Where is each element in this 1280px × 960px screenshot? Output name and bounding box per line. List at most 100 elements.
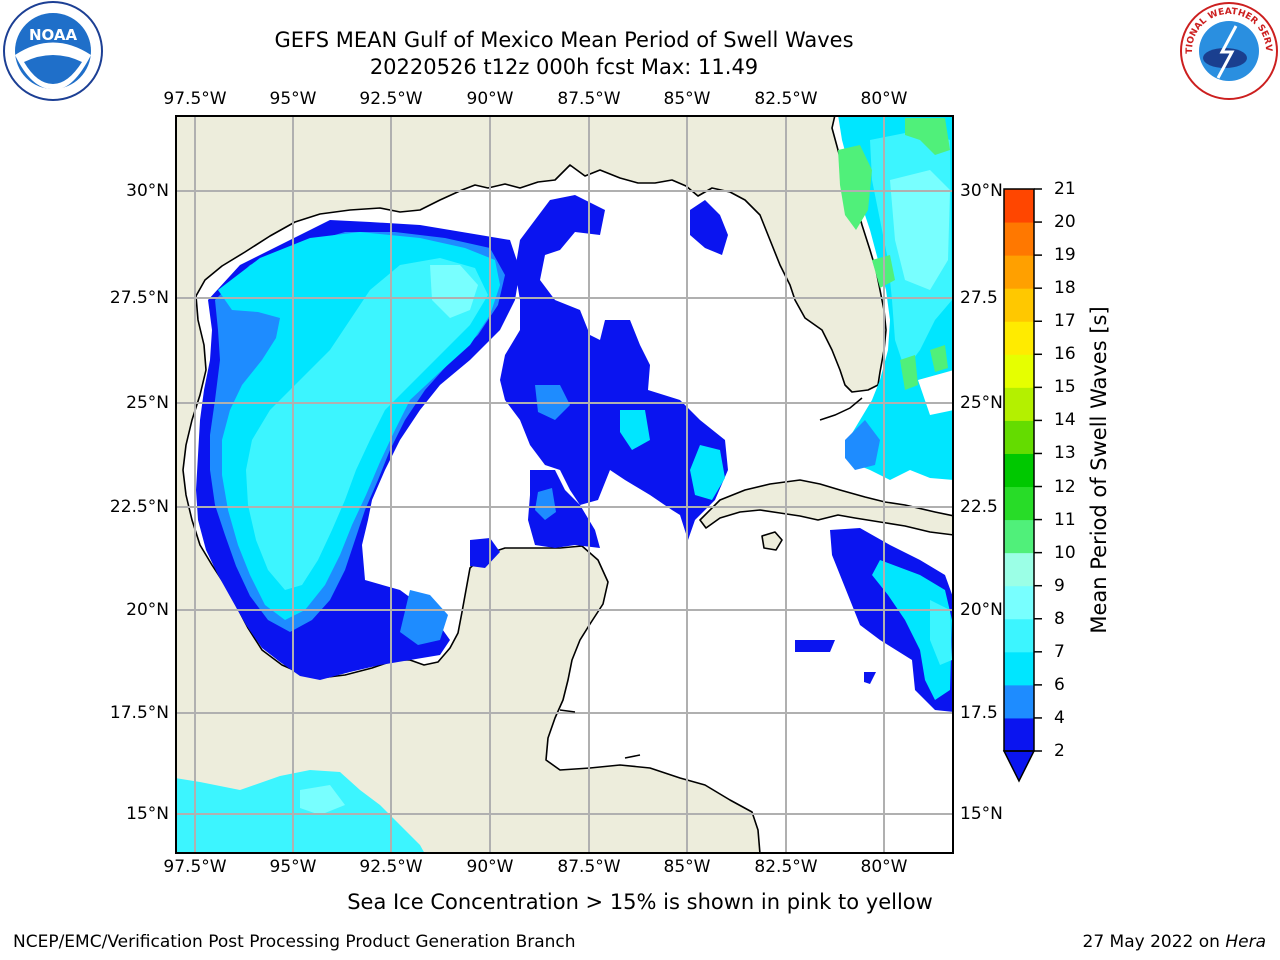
colorbar-tick-label: 7 — [1054, 641, 1065, 662]
colorbar-band — [1004, 189, 1034, 223]
lon-label-top: 82.5°W — [754, 89, 818, 109]
coastline-details — [559, 397, 863, 759]
colorbar-extend-arrow — [1002, 750, 1036, 783]
colorbar-band — [1004, 420, 1034, 454]
colorbar-band — [1004, 552, 1034, 587]
colorbar-tick-label: 9 — [1054, 575, 1065, 596]
lat-label-left: 20°N — [126, 600, 169, 620]
field-8-9s-atlantic — [890, 170, 950, 290]
colorbar-band — [1004, 288, 1034, 322]
field-8-9s-pacific — [300, 785, 345, 815]
lon-label-top: 97.5°W — [163, 89, 227, 109]
colorbar-tickmarks — [1034, 188, 1042, 752]
colorbar-band — [1004, 255, 1034, 289]
colorbar-tick-label: 8 — [1054, 608, 1065, 629]
colorbar-tick-label: 4 — [1054, 707, 1065, 728]
lon-label-top: 85°W — [663, 89, 711, 109]
lat-label-left: 17.5°N — [109, 703, 169, 723]
lon-label-bottom: 95°W — [269, 857, 317, 877]
lat-label-left: 22.5°N — [109, 497, 169, 517]
lon-label-bottom: 85°W — [663, 857, 711, 877]
footer-credit: NCEP/EMC/Verification Post Processing Pr… — [13, 932, 576, 952]
nws-logo: NATIONAL WEATHER SERVICE — [1178, 0, 1278, 100]
colorbar-band — [1004, 717, 1034, 752]
colorbar-band — [1004, 321, 1034, 355]
field-7-8s-caribbean — [930, 600, 952, 665]
colorbar-band — [1004, 453, 1034, 488]
colorbar-tick-label: 12 — [1054, 476, 1076, 497]
lat-label-right: 22.5 — [960, 497, 998, 517]
field-7-8s-pacific — [175, 770, 425, 854]
field-6-7s-straits — [690, 445, 725, 500]
colorbar-band — [1004, 651, 1034, 686]
lon-label-top: 95°W — [269, 89, 317, 109]
colorbar-band — [1004, 387, 1034, 421]
sea-ice-note: Sea Ice Concentration > 15% is shown in … — [347, 890, 933, 914]
noaa-logo: NOAA — [3, 1, 103, 101]
lat-label-right: 27.5 — [960, 288, 998, 308]
lat-label-right: 20°N — [960, 600, 1003, 620]
field-9-10s-atlantic-2 — [905, 118, 950, 155]
lon-label-bottom: 82.5°W — [754, 857, 818, 877]
colorbar-steps — [1004, 189, 1034, 752]
field-2-4s-central — [500, 195, 728, 540]
field-6-7s-central — [620, 410, 650, 450]
colorbar-tick-label: 16 — [1054, 344, 1076, 365]
field-6-7s-caribbean — [872, 560, 952, 700]
field-9-10s-atlantic-1 — [838, 145, 872, 230]
lat-label-right: 15°N — [960, 804, 1003, 824]
colorbar-frame — [1003, 188, 1035, 752]
colorbar-tick-label: 11 — [1054, 509, 1076, 530]
field-2-4s-campeche-bank — [528, 470, 600, 548]
lon-label-top: 87.5°W — [557, 89, 621, 109]
graticule — [175, 115, 954, 854]
colorbar-band — [1004, 684, 1034, 719]
lon-label-bottom: 90°W — [466, 857, 514, 877]
field-4-6s-atlantic — [845, 420, 880, 470]
colorbar-tick-label: 2 — [1054, 741, 1065, 761]
footer-host: Hera — [1225, 932, 1266, 952]
field-2-4s-caribbean-south — [795, 640, 835, 652]
colorbar-band — [1004, 486, 1034, 521]
map-panel — [175, 115, 954, 854]
lat-label-right: 25°N — [960, 393, 1003, 413]
colorbar — [1002, 188, 1042, 783]
lon-label-top: 80°W — [860, 89, 908, 109]
footer-date: 27 May 2022 on Hera — [1083, 932, 1267, 952]
map-title: GEFS MEAN Gulf of Mexico Mean Period of … — [274, 28, 854, 52]
field-9-10s-atlantic-4 — [900, 355, 918, 390]
lon-label-top: 90°W — [466, 89, 514, 109]
colorbar-band — [1004, 354, 1034, 388]
field-2-4s-caribbean-dot — [864, 672, 876, 684]
map-frame — [175, 115, 954, 854]
colorbar-tick-label: 13 — [1054, 443, 1076, 464]
field-4-6s-campeche — [400, 590, 448, 645]
field-9-10s-atlantic-5 — [930, 345, 948, 372]
colorbar-tick-label: 20 — [1054, 212, 1076, 233]
colorbar-band — [1004, 519, 1034, 554]
lat-label-right: 17.5 — [960, 703, 998, 723]
lon-label-top: 92.5°W — [359, 89, 423, 109]
colorbar-tick-label: 6 — [1054, 674, 1065, 695]
svg-text:NOAA: NOAA — [29, 26, 78, 44]
colorbar-label: Mean Period of Swell Waves [s] — [1087, 306, 1111, 634]
colorbar-band — [1004, 222, 1034, 256]
colorbar-tick-label: 21 — [1054, 179, 1076, 199]
map-subtitle: 20220526 t12z 000h fcst Max: 11.49 — [369, 55, 759, 79]
lat-label-left: 30°N — [126, 181, 169, 201]
lon-label-bottom: 92.5°W — [359, 857, 423, 877]
colorbar-band — [1004, 618, 1034, 653]
lat-label-left: 27.5°N — [109, 288, 169, 308]
colorbar-tick-label: 14 — [1054, 410, 1076, 431]
field-4-6s-campeche-2 — [535, 488, 556, 520]
colorbar-tick-label: 15 — [1054, 377, 1076, 398]
field-2-4s-tampa — [690, 200, 728, 255]
field-8-9s-west — [430, 265, 478, 318]
colorbar-tick-label: 10 — [1054, 542, 1076, 563]
lon-label-bottom: 80°W — [860, 857, 908, 877]
land-isle-of-youth — [761, 531, 783, 551]
colorbar-tick-label: 19 — [1054, 245, 1076, 266]
lat-label-left: 25°N — [126, 393, 169, 413]
colorbar-tick-label: 17 — [1054, 311, 1076, 332]
colorbar-tick-label: 18 — [1054, 278, 1076, 299]
